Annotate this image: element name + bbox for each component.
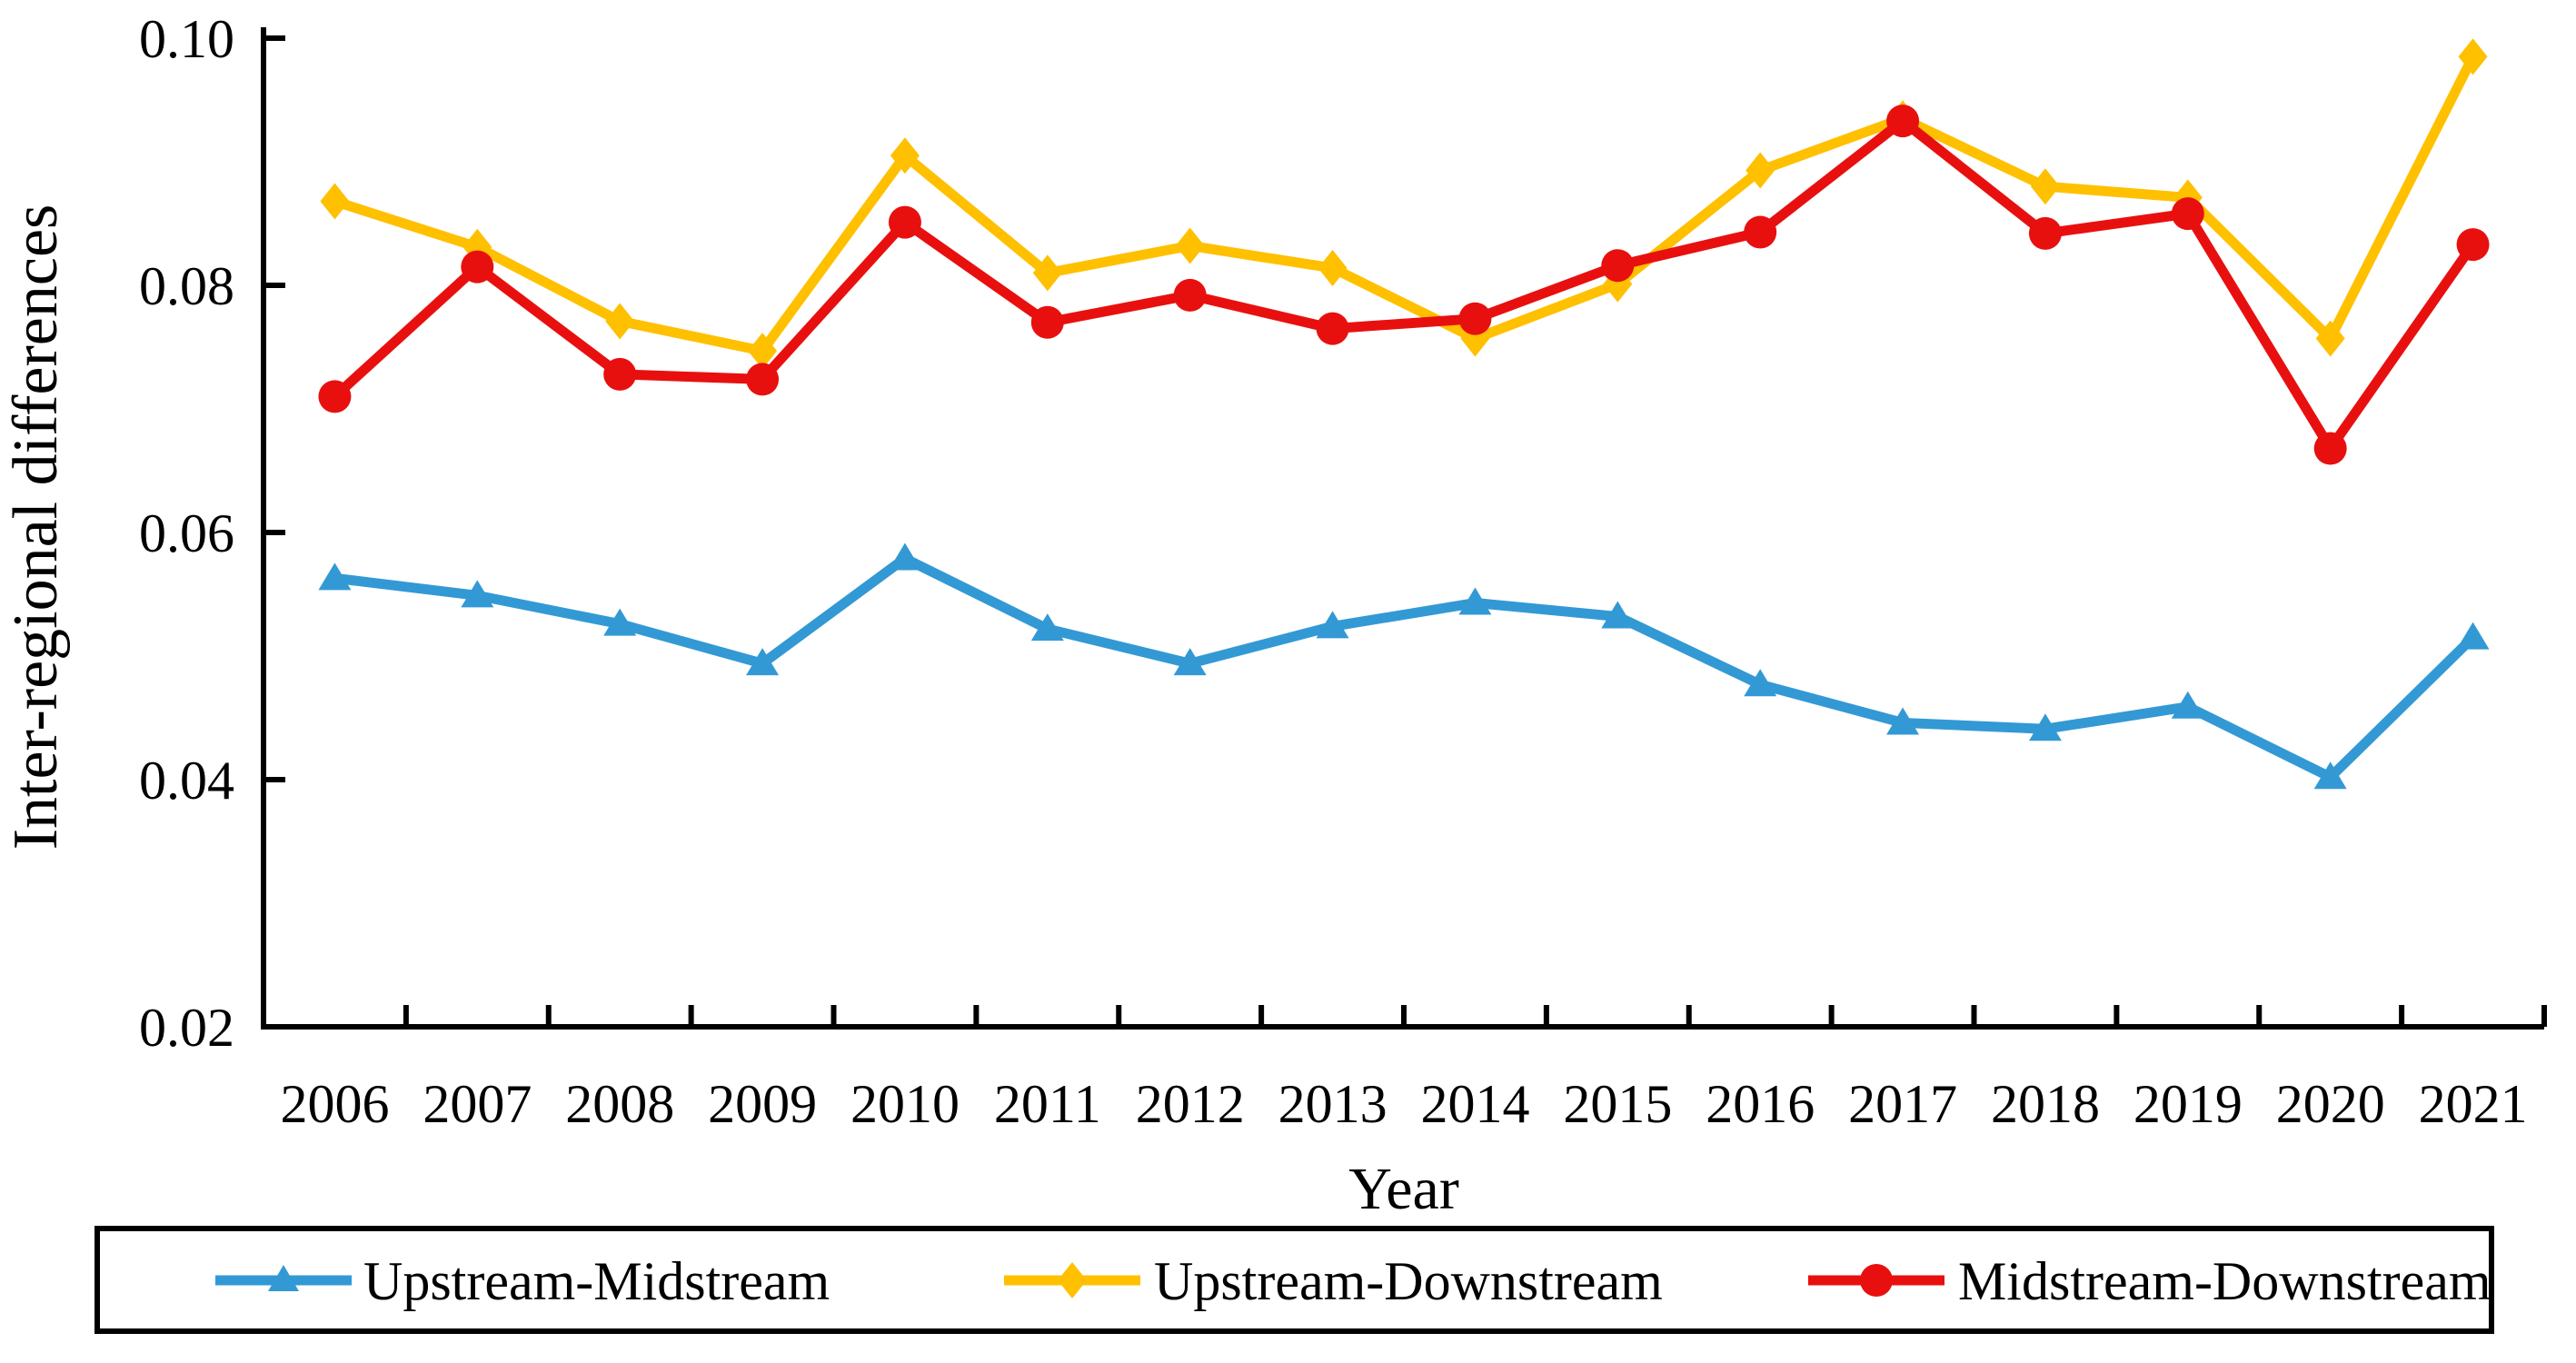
triangle-marker-icon xyxy=(318,562,352,591)
circle-marker-icon xyxy=(2171,197,2204,231)
circle-marker-icon xyxy=(461,250,494,284)
triangle-marker-icon xyxy=(2313,761,2347,790)
triangle-marker-icon xyxy=(1601,601,1635,629)
circle-marker-icon xyxy=(1316,312,1349,345)
triangle-marker-icon xyxy=(2456,622,2490,650)
x-tick-label: 2006 xyxy=(280,1074,389,1134)
series-layer xyxy=(318,38,2490,790)
x-tick-label: 2017 xyxy=(1848,1074,1957,1134)
x-tick-label: 2011 xyxy=(994,1074,1101,1134)
x-tick-label: 2014 xyxy=(1420,1074,1529,1134)
circle-marker-icon xyxy=(1601,249,1635,283)
y-tick-label: 0.08 xyxy=(139,256,234,316)
circle-marker-icon xyxy=(603,357,637,391)
series-line xyxy=(329,51,2479,356)
diamond-marker-icon xyxy=(1032,254,1062,292)
y-tick-label: 0.10 xyxy=(139,9,234,69)
diamond-marker-icon xyxy=(748,333,778,370)
circle-marker-icon xyxy=(2028,216,2062,250)
x-tick-label: 2018 xyxy=(1991,1074,2100,1134)
diamond-marker-icon xyxy=(1746,152,1775,189)
y-tick-label: 0.06 xyxy=(139,503,234,563)
x-tick-label: 2013 xyxy=(1278,1074,1387,1134)
circle-marker-icon xyxy=(1173,278,1207,312)
x-tick-label: 2016 xyxy=(1706,1074,1815,1134)
diamond-marker-icon xyxy=(2458,38,2488,75)
triangle-marker-icon xyxy=(1316,611,1349,639)
triangle-marker-icon xyxy=(1744,669,1777,697)
x-tick-label: 2019 xyxy=(2133,1074,2243,1134)
y-axis-title: Inter-regional differences xyxy=(1,204,71,851)
circle-marker-icon xyxy=(1744,215,1777,249)
series-line xyxy=(329,115,2479,454)
diamond-marker-icon xyxy=(1318,249,1348,286)
diamond-marker-icon xyxy=(890,137,920,174)
x-tick-label: 2012 xyxy=(1136,1074,1245,1134)
x-tick-label: 2009 xyxy=(708,1074,817,1134)
legend-box xyxy=(94,1226,2494,1334)
x-tick-label: 2010 xyxy=(850,1074,960,1134)
triangle-marker-icon xyxy=(603,608,637,636)
legend: Upstream-Midstream Upstream-Downstream M… xyxy=(94,1226,2494,1334)
circle-marker-icon xyxy=(2456,228,2490,262)
triangle-marker-icon xyxy=(268,1265,299,1291)
diamond-marker-icon xyxy=(320,183,350,220)
legend-label-upstream-midstream: Upstream-Midstream xyxy=(363,1251,830,1311)
legend-item-midstream-downstream: Midstream-Downstream xyxy=(1808,1251,2491,1311)
legend-item-upstream-midstream: Upstream-Midstream xyxy=(215,1251,830,1311)
x-tick-label: 2020 xyxy=(2276,1074,2385,1134)
circle-marker-icon xyxy=(1860,1264,1893,1297)
axes xyxy=(261,27,2544,1030)
triangle-marker-icon xyxy=(1030,613,1064,642)
triangle-marker-icon xyxy=(2171,691,2204,719)
diamond-marker-icon xyxy=(1058,1262,1087,1298)
circle-marker-icon xyxy=(1458,302,1492,335)
legend-label-midstream-downstream: Midstream-Downstream xyxy=(1958,1251,2491,1311)
circle-marker-icon xyxy=(2313,432,2347,465)
x-tick-label: 2007 xyxy=(423,1074,532,1134)
series-line xyxy=(329,553,2479,782)
circle-marker-icon xyxy=(318,380,352,413)
x-tick-label: 2015 xyxy=(1563,1074,1672,1134)
diamond-marker-icon xyxy=(2315,320,2345,357)
x-tick-label: 2008 xyxy=(565,1074,674,1134)
y-ticks: 0.02 0.04 0.06 0.08 0.10 xyxy=(139,9,285,1058)
circle-marker-icon xyxy=(746,363,780,396)
triangle-marker-icon xyxy=(1173,648,1207,676)
triangle-marker-icon xyxy=(1458,587,1492,615)
x-ticks xyxy=(403,1005,2547,1027)
triangle-marker-icon xyxy=(461,580,494,608)
circle-marker-icon xyxy=(1886,104,1920,138)
diamond-marker-icon xyxy=(605,303,635,340)
legend-item-upstream-downstream: Upstream-Downstream xyxy=(1004,1251,1663,1311)
circle-marker-icon xyxy=(1030,305,1064,339)
legend-label-upstream-downstream: Upstream-Downstream xyxy=(1154,1251,1663,1311)
triangle-marker-icon xyxy=(1886,707,1920,735)
x-tick-label: 2021 xyxy=(2419,1074,2528,1134)
y-tick-label: 0.04 xyxy=(139,751,234,811)
triangle-marker-icon xyxy=(746,648,780,676)
circle-marker-icon xyxy=(888,205,921,239)
x-axis-title: Year xyxy=(1348,1156,1459,1222)
series-upstream-midstream xyxy=(318,542,2490,790)
triangle-marker-icon xyxy=(888,542,921,571)
y-tick-label: 0.02 xyxy=(139,998,234,1058)
diamond-marker-icon xyxy=(1175,227,1205,264)
triangle-marker-icon xyxy=(2028,713,2062,741)
diamond-marker-icon xyxy=(2030,168,2060,205)
series-midstream-downstream xyxy=(318,104,2490,465)
x-tick-labels: 2006 2007 2008 2009 2010 2011 2012 2013 2014 2015… xyxy=(280,1074,2527,1134)
